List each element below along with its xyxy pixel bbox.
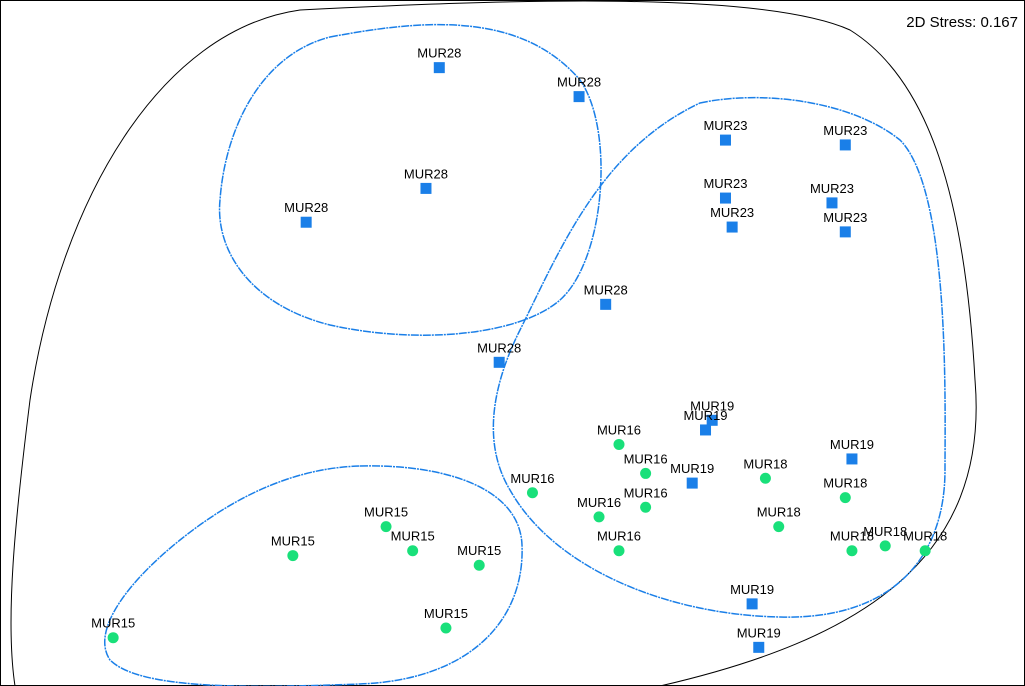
square-point [719, 192, 731, 204]
point-label: MUR15 [91, 616, 135, 631]
point-label: MUR19 [670, 461, 714, 476]
point-label: MUR23 [823, 210, 867, 225]
square-point [746, 598, 758, 610]
point-label: MUR23 [823, 123, 867, 138]
point-label: MUR23 [810, 181, 854, 196]
circle-point [640, 467, 652, 479]
point-label: MUR23 [703, 118, 747, 133]
point-label: MUR16 [577, 495, 621, 510]
square-point [600, 298, 612, 310]
point-label: MUR16 [510, 471, 554, 486]
circle-point [613, 438, 625, 450]
point-label: MUR28 [284, 200, 328, 215]
circle-point [640, 501, 652, 513]
circle-point [846, 545, 858, 557]
point-label: MUR19 [730, 582, 774, 597]
point-label: MUR18 [830, 529, 874, 544]
point-label: MUR19 [830, 437, 874, 452]
point-label: MUR28 [557, 75, 601, 90]
point-label: MUR16 [597, 529, 641, 544]
circle-point [613, 545, 625, 557]
square-point [706, 414, 718, 426]
circle-point [593, 511, 605, 523]
cluster-outline-mur28 [218, 23, 602, 336]
point-label: MUR16 [597, 422, 641, 437]
circle-point [839, 492, 851, 504]
point-label: MUR28 [417, 46, 461, 61]
circle-point [773, 521, 785, 533]
square-point [846, 453, 858, 465]
point-label: MUR19 [690, 398, 734, 413]
square-point [719, 134, 731, 146]
point-label: MUR28 [477, 340, 521, 355]
point-label: MUR18 [757, 505, 801, 520]
square-point [300, 216, 312, 228]
square-point [420, 182, 432, 194]
point-label: MUR15 [424, 606, 468, 621]
square-point [839, 139, 851, 151]
circle-point [473, 559, 485, 571]
square-point [686, 477, 698, 489]
point-label: MUR15 [364, 505, 408, 520]
stress-value: 2D Stress: 0.167 [906, 14, 1018, 31]
circle-point [407, 545, 419, 557]
data-marks: MUR28 MUR28 MUR28 MUR28 MUR28 MUR28 MUR23 MUR23… [91, 46, 947, 653]
point-label: MUR28 [584, 282, 628, 297]
point-label: MUR23 [703, 176, 747, 191]
square-point [493, 356, 505, 368]
point-label: MUR16 [624, 485, 668, 500]
square-point [573, 91, 585, 103]
circle-point [380, 521, 392, 533]
square-point [726, 221, 738, 233]
outer-cluster-outline [10, 0, 977, 686]
circle-point [440, 622, 452, 634]
point-label: MUR18 [823, 476, 867, 491]
circle-point [879, 540, 891, 552]
circle-point [919, 545, 931, 557]
cluster-outline-mur15 [104, 465, 523, 686]
point-label: MUR16 [624, 451, 668, 466]
point-label: MUR19 [737, 625, 781, 640]
circle-point [107, 632, 119, 644]
point-label: MUR18 [903, 529, 947, 544]
point-label: MUR23 [710, 205, 754, 220]
circle-point [526, 487, 538, 499]
square-point [753, 641, 765, 653]
circle-point [759, 472, 771, 484]
square-point [700, 424, 712, 436]
square-point [839, 226, 851, 238]
cluster-outline-mur23-mur19-mur16-mur18 [492, 96, 946, 618]
square-point [433, 62, 445, 74]
point-label: MUR19 [683, 408, 727, 423]
square-point [826, 197, 838, 209]
point-label: MUR18 [863, 524, 907, 539]
point-label: MUR15 [271, 534, 315, 549]
point-label: MUR15 [457, 543, 501, 558]
point-label: MUR15 [391, 529, 435, 544]
point-label: MUR18 [743, 456, 787, 471]
circle-point [287, 550, 299, 562]
point-label: MUR28 [404, 166, 448, 181]
